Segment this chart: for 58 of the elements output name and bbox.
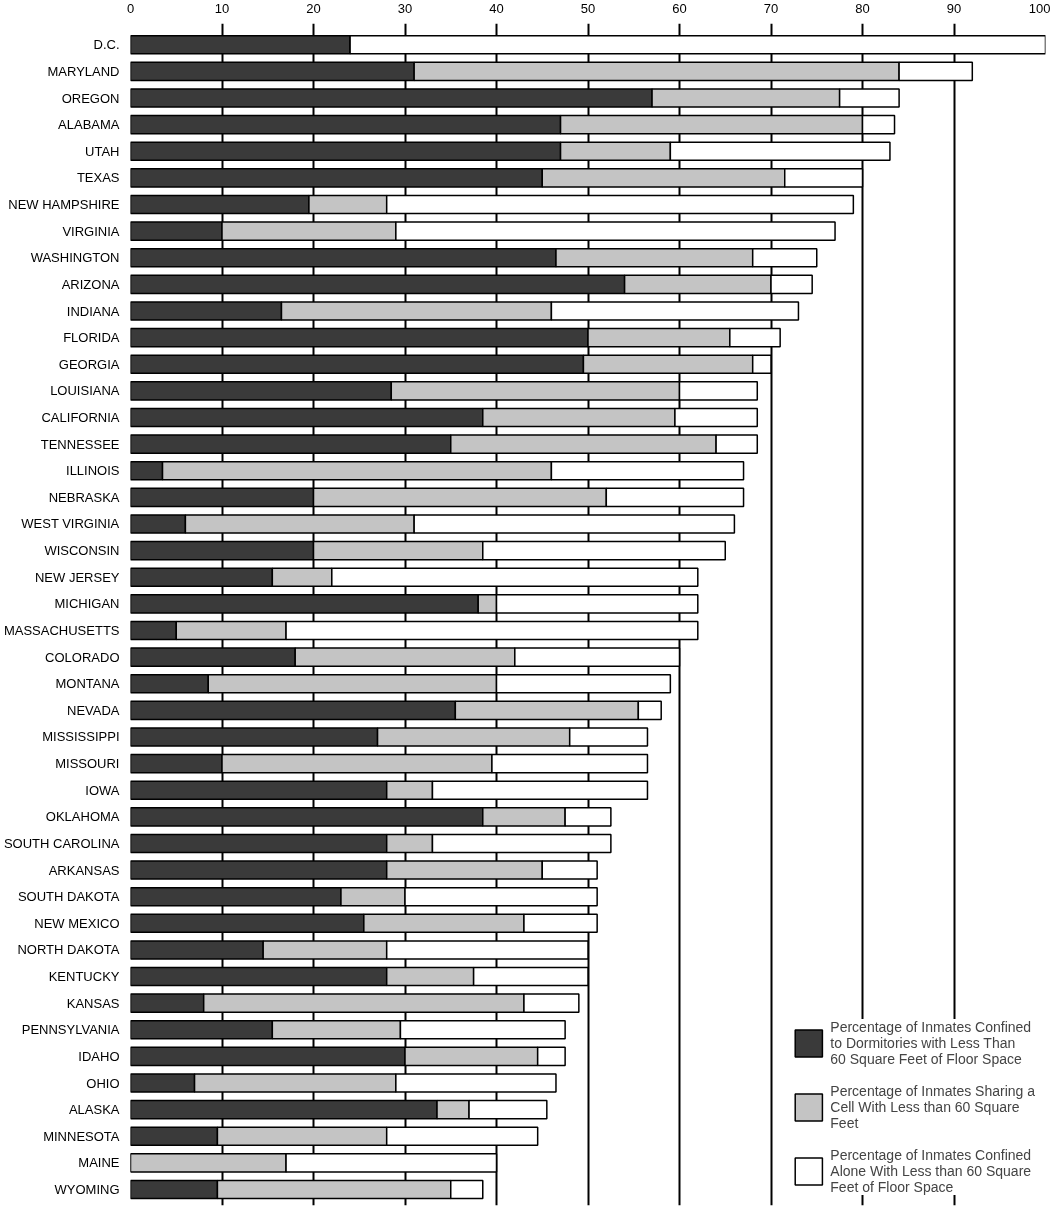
y-tick-label: TENNESSEE bbox=[40, 436, 120, 452]
y-tick-label: MAINE bbox=[78, 1155, 120, 1171]
y-tick-label: COLORADO bbox=[45, 649, 120, 665]
y-tick-label: IDAHO bbox=[78, 1048, 120, 1064]
legend-label: Percentage of Inmates Sharing a Cell With Less than 60 Square Feet bbox=[830, 1083, 1035, 1131]
y-tick-label: GEORGIA bbox=[58, 356, 120, 372]
y-tick-label: WYOMING bbox=[54, 1182, 120, 1198]
y-tick-label: INDIANA bbox=[66, 303, 120, 319]
y-tick-label: NEW JERSEY bbox=[34, 569, 120, 585]
y-tick-label: KENTUCKY bbox=[48, 969, 120, 985]
x-tick-label: 40 bbox=[489, 0, 504, 16]
y-tick-label: WASHINGTON bbox=[30, 250, 120, 266]
y-tick-label: MARYLAND bbox=[47, 63, 120, 79]
x-tick-label: 60 bbox=[672, 0, 687, 16]
y-tick-label: ARIZONA bbox=[61, 276, 120, 292]
y-tick-label: ILLINOIS bbox=[66, 463, 120, 479]
y-tick-label: ARKANSAS bbox=[48, 862, 120, 878]
y-tick-label: NEW MEXICO bbox=[34, 915, 120, 931]
x-tick-label: 10 bbox=[214, 0, 230, 16]
y-tick-label: OHIO bbox=[86, 1075, 120, 1091]
y-tick-label: LOUISIANA bbox=[50, 383, 120, 399]
y-tick-label: MISSISSIPPI bbox=[42, 729, 120, 745]
y-tick-label: CALIFORNIA bbox=[41, 410, 120, 425]
y-tick-label: NORTH DAKOTA bbox=[17, 942, 120, 958]
y-tick-label: NEVADA bbox=[67, 702, 120, 718]
x-tick-label: 70 bbox=[763, 0, 779, 16]
y-tick-label: MINNESOTA bbox=[43, 1128, 120, 1144]
y-tick-label: WEST VIRGINIA bbox=[21, 516, 120, 532]
x-tick-label: 0 bbox=[126, 0, 135, 16]
y-tick-label: ALABAMA bbox=[58, 117, 120, 133]
y-tick-label: MICHIGAN bbox=[54, 596, 120, 612]
y-tick-label: UTAH bbox=[85, 143, 120, 159]
y-tick-label: FLORIDA bbox=[63, 330, 120, 346]
y-tick-label: SOUTH CAROLINA bbox=[3, 835, 120, 851]
y-tick-label: WISCONSIN bbox=[44, 543, 120, 559]
y-tick-label: D.C. bbox=[93, 37, 120, 53]
y-tick-label: PENNSYLVANIA bbox=[21, 1022, 120, 1038]
legend-label: Percentage of Inmates Confined to Dormitories with Less Than 60 Square Feet of Floor Space bbox=[830, 1019, 1032, 1067]
x-tick-label: 30 bbox=[397, 0, 413, 16]
y-tick-label: TEXAS bbox=[76, 170, 120, 186]
y-tick-label: OREGON bbox=[61, 90, 120, 106]
y-tick-label: MISSOURI bbox=[55, 756, 120, 772]
x-tick-label: 20 bbox=[306, 0, 321, 16]
x-tick-label: 90 bbox=[946, 0, 962, 16]
legend-label: Percentage of Inmates Confined Alone With Less than 60 Square Feet of Floor Space bbox=[830, 1147, 1032, 1195]
y-tick-label: NEW HAMPSHIRE bbox=[8, 197, 120, 213]
y-tick-label: VIRGINIA bbox=[62, 223, 120, 239]
y-tick-label: ALASKA bbox=[68, 1102, 120, 1118]
y-tick-label: NEBRASKA bbox=[48, 489, 120, 505]
y-tick-label: MASSACHUSETTS bbox=[3, 622, 120, 638]
y-tick-label: OKLAHOMA bbox=[45, 809, 120, 825]
x-tick-label: 80 bbox=[855, 0, 870, 16]
x-tick-label: 50 bbox=[580, 0, 596, 16]
y-tick-label: SOUTH DAKOTA bbox=[17, 889, 120, 905]
y-tick-label: KANSAS bbox=[66, 995, 120, 1011]
y-tick-label: IOWA bbox=[85, 782, 120, 798]
y-tick-label: MONTANA bbox=[55, 676, 120, 692]
x-tick-label: 100 bbox=[1028, 0, 1051, 16]
